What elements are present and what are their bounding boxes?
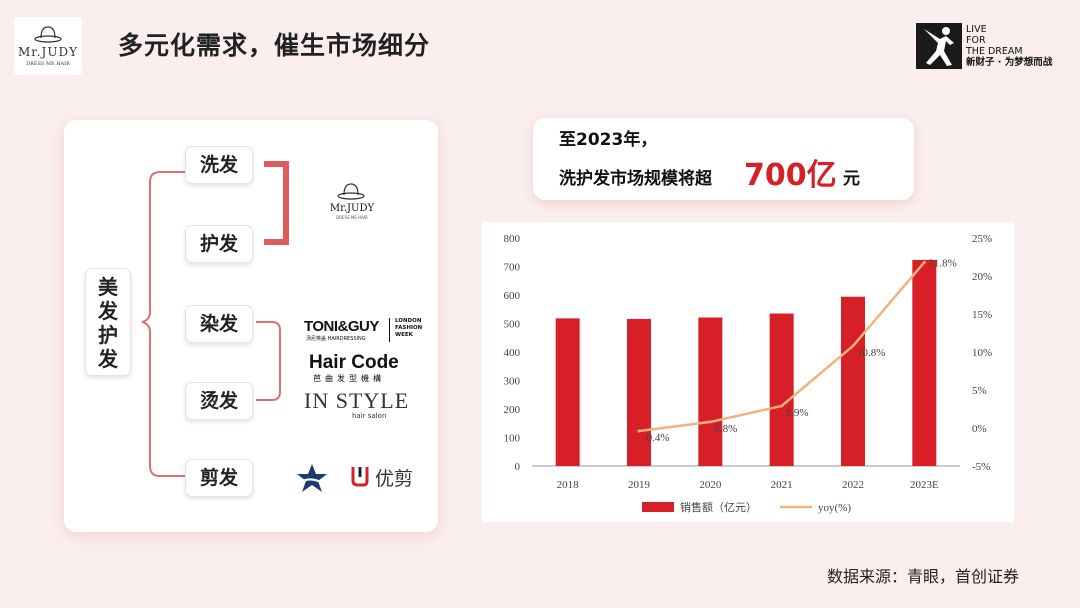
yoy-point [780, 404, 784, 408]
brand-mrjudy-sub: DRESS ME HAIR [336, 215, 368, 220]
y-right-tick-label: 25% [972, 233, 992, 245]
y-right-tick-label: 10% [972, 347, 992, 359]
bar [627, 318, 651, 466]
segment-cut: 剪发 [185, 459, 253, 497]
brand-haircode: Hair Code [309, 352, 399, 373]
yoy-point [708, 420, 712, 424]
brand-slogan-1: LIVE [966, 24, 987, 35]
stat-desc: 洗护发市场规模将超 [559, 169, 712, 189]
logo-sub: DRESS ME HAIR [26, 61, 70, 67]
stat-value: 700亿 [744, 158, 837, 193]
y-left-tick-label: 400 [504, 347, 521, 359]
category-label-text: 美发护发 [98, 275, 118, 371]
y-right-tick-label: 0% [972, 423, 987, 435]
stat-year: 至2023年， [559, 130, 658, 150]
bar [912, 259, 937, 466]
yoy-data-label: 0.8% [714, 423, 737, 435]
bar [698, 317, 723, 466]
brand-instyle: IN STYLE [304, 388, 410, 413]
mrjudy-hat-icon [337, 183, 365, 200]
x-tick-label: 2023E [910, 479, 939, 491]
x-tick-label: 2019 [628, 479, 651, 491]
yoy-point [851, 344, 855, 348]
segment-wash: 洗发 [185, 146, 253, 184]
bar [555, 318, 580, 466]
stat-unit: 元 [843, 169, 860, 189]
hat-icon [34, 26, 62, 43]
yoy-point [922, 260, 926, 264]
yoy-data-label: 2.9% [786, 407, 809, 419]
y-left-tick-label: 0 [515, 461, 521, 473]
chart-panel: 0 100 200 300 400 500 600 700 800 -5% 0% 5% 10% 15% 20… [482, 222, 1014, 522]
yoy-data-label: 21.8% [928, 257, 956, 269]
y-left-tick-label: 800 [504, 233, 521, 245]
x-tick-label: 2021 [771, 479, 793, 491]
x-tick-label: 2018 [557, 479, 580, 491]
brand-divider [389, 318, 390, 342]
brand-mrjudy: Mr.JUDY [329, 203, 375, 214]
brand-slogan-3: THE DREAM [966, 46, 1023, 57]
segment-care: 护发 [185, 225, 253, 263]
y-left-tick-label: 100 [504, 433, 521, 445]
bar [841, 296, 865, 466]
y-right-tick-label: 5% [972, 385, 987, 397]
legend-bar-swatch [642, 502, 674, 512]
y-right-tick-label: 15% [972, 309, 992, 321]
brand-figure-icon [916, 23, 962, 69]
legend-line-label: yoy(%) [818, 502, 851, 514]
x-tick-label: 2020 [699, 479, 722, 491]
y-left-tick-label: 700 [504, 262, 521, 274]
y-left-tick-label: 300 [504, 376, 521, 388]
stat-callout [533, 118, 914, 200]
data-source: 数据来源：青眼，首创证券 [827, 567, 1020, 586]
brand-slogan-2: FOR [966, 35, 986, 46]
brand-instyle-sub: hair salon [352, 412, 387, 420]
segment-dye: 染发 [185, 305, 253, 343]
segment-perm: 烫发 [185, 382, 253, 420]
brand-haircode-sub: 芭曲发型機構 [313, 374, 385, 383]
segment-connectors [141, 161, 289, 477]
y-left-tick-label: 500 [504, 319, 521, 331]
brand-toniguy: TONI&GUY [304, 318, 379, 335]
brand-toniguy-tag: LONDON FASHION WEEK [395, 318, 423, 338]
bar [769, 313, 794, 466]
brand-toniguy-sub: 汤尼英盖 HAIRDRESSING [306, 336, 366, 342]
y-right-tick-label: 20% [972, 271, 992, 283]
page-title: 多元化需求，催生市场细分 [118, 31, 431, 60]
y-right-tick-label: -5% [972, 461, 990, 473]
youjian-logo-icon [351, 467, 369, 487]
market-size-chart: 0 100 200 300 400 500 600 700 800 -5% 0% 5% 10% 15% 20… [504, 233, 993, 514]
brand-youjian: 优剪 [375, 468, 414, 490]
yoy-data-label: 10.8% [857, 347, 885, 359]
legend-bar-label: 销售额（亿元） [680, 500, 757, 514]
brand-slogan-4: 新财子 · 为梦想而战 [966, 57, 1053, 68]
category-label: 美发护发 [85, 268, 131, 376]
logo-name: Mr.JUDY [18, 45, 78, 59]
yoy-point [637, 429, 641, 433]
yoy-data-label: -0.4% [643, 432, 670, 444]
x-tick-label: 2022 [842, 479, 864, 491]
star-logo-icon [297, 464, 327, 492]
y-left-tick-label: 600 [504, 290, 521, 302]
company-logo: Mr.JUDY DRESS ME HAIR [14, 17, 82, 75]
y-left-tick-label: 200 [504, 404, 521, 416]
